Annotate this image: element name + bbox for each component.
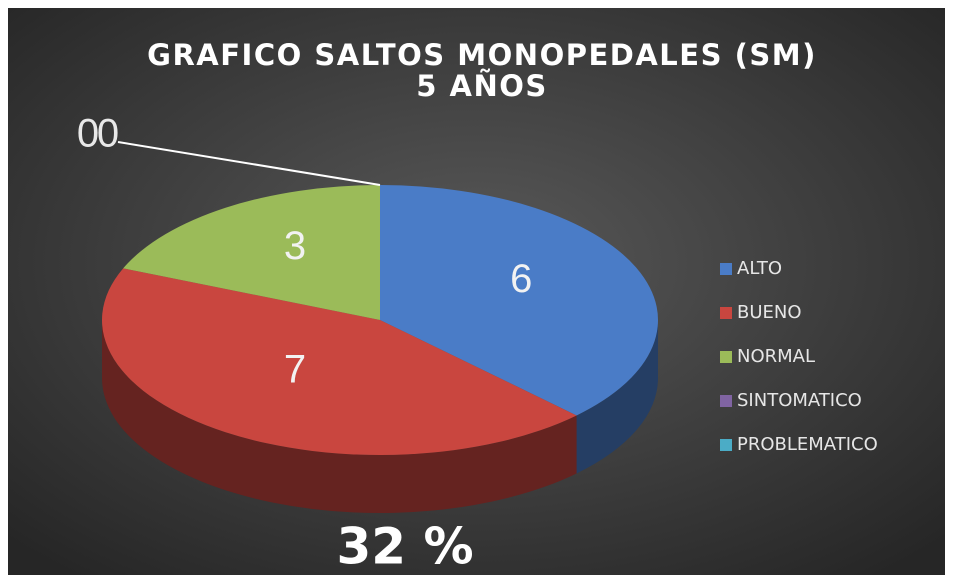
leader-line: [117, 141, 381, 186]
slice: [380, 185, 658, 416]
legend-swatch: [720, 395, 732, 407]
legend-swatch: [720, 351, 732, 363]
data-label: 0: [97, 112, 119, 156]
data-label: 6: [510, 257, 532, 301]
legend-label: BUENO: [737, 302, 802, 323]
data-label: 0: [77, 112, 99, 156]
legend-label: ALTO: [737, 258, 782, 279]
data-label: 3: [284, 224, 306, 268]
annotation: 32 %: [336, 518, 473, 576]
slice-side: [576, 320, 658, 474]
legend-label: NORMAL: [737, 346, 815, 367]
legend-label: SINTOMATICO: [737, 390, 862, 411]
slice-side: [101, 320, 577, 513]
data-label: 7: [284, 347, 306, 391]
slice: [102, 268, 577, 455]
legend-swatch: [720, 439, 732, 451]
chart-title: GRAFICO SALTOS MONOPEDALES (SM): [147, 38, 817, 72]
chart-title: 5 AÑOS: [416, 69, 548, 103]
legend-label: PROBLEMATICO: [737, 434, 878, 455]
legend-swatch: [720, 263, 732, 275]
legend-swatch: [720, 307, 732, 319]
slice: [123, 185, 380, 320]
